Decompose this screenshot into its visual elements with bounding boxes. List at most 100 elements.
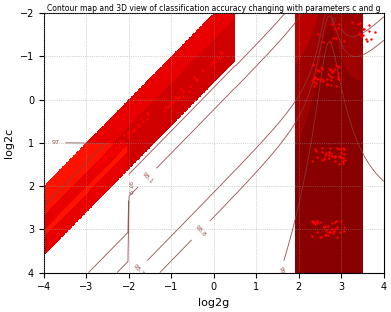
- Point: [211, 60, 217, 65]
- Point: [336, 21, 342, 26]
- Point: [330, 36, 336, 41]
- Point: [318, 157, 325, 162]
- Point: [341, 151, 348, 156]
- Point: [334, 146, 340, 151]
- Point: [332, 154, 338, 159]
- Point: [176, 95, 182, 100]
- Point: [312, 219, 318, 224]
- Text: 98.1: 98.1: [141, 171, 154, 184]
- Point: [366, 29, 372, 34]
- Point: [310, 219, 316, 224]
- Point: [103, 153, 109, 158]
- Point: [361, 27, 367, 32]
- Point: [95, 160, 101, 165]
- Point: [311, 76, 317, 80]
- Point: [108, 153, 114, 158]
- Point: [311, 80, 317, 85]
- Point: [357, 21, 363, 26]
- Point: [311, 83, 317, 88]
- Point: [336, 162, 342, 167]
- Point: [323, 150, 329, 155]
- Point: [335, 75, 341, 80]
- Point: [310, 63, 316, 68]
- Point: [335, 26, 341, 31]
- Point: [327, 145, 334, 150]
- Point: [178, 86, 185, 91]
- Point: [333, 219, 339, 224]
- Point: [332, 220, 339, 225]
- Point: [319, 78, 325, 83]
- Point: [324, 82, 330, 87]
- Point: [117, 139, 123, 144]
- Point: [328, 83, 334, 88]
- Title: Contour map and 3D view of classification accuracy changing with parameters c an: Contour map and 3D view of classificatio…: [47, 4, 380, 13]
- Point: [328, 74, 335, 79]
- Point: [314, 221, 320, 226]
- Point: [317, 234, 323, 239]
- Point: [116, 143, 122, 148]
- Point: [309, 219, 316, 224]
- Point: [193, 77, 199, 82]
- Point: [337, 154, 344, 159]
- Point: [97, 159, 103, 164]
- Point: [348, 20, 355, 25]
- Point: [317, 219, 323, 224]
- Point: [125, 129, 131, 134]
- Point: [312, 81, 319, 86]
- Point: [172, 95, 178, 100]
- Point: [340, 145, 346, 150]
- Point: [327, 73, 334, 78]
- Point: [102, 159, 108, 164]
- Point: [333, 84, 339, 89]
- Point: [341, 38, 347, 43]
- Text: 98.8: 98.8: [194, 224, 207, 237]
- Point: [219, 50, 225, 55]
- Point: [109, 150, 115, 155]
- Point: [108, 149, 114, 154]
- Point: [125, 129, 131, 134]
- Point: [355, 21, 362, 26]
- Point: [340, 160, 346, 165]
- Point: [335, 73, 341, 78]
- Point: [325, 152, 332, 157]
- Point: [314, 77, 320, 82]
- Text: 97.9: 97.9: [126, 180, 131, 195]
- Point: [315, 67, 321, 72]
- Point: [194, 77, 200, 82]
- Point: [316, 68, 322, 73]
- Point: [312, 222, 319, 227]
- Point: [338, 146, 344, 151]
- Point: [329, 70, 335, 75]
- Point: [145, 111, 152, 116]
- Point: [339, 156, 346, 161]
- Point: [310, 220, 316, 225]
- Point: [327, 229, 334, 234]
- Point: [325, 71, 331, 76]
- Point: [125, 134, 131, 139]
- Point: [103, 156, 109, 161]
- Point: [319, 77, 325, 82]
- Point: [217, 50, 223, 55]
- Point: [313, 149, 319, 154]
- Point: [336, 76, 343, 81]
- Point: [321, 225, 327, 230]
- Point: [322, 233, 328, 238]
- Point: [191, 74, 197, 79]
- Point: [331, 228, 337, 233]
- Text: 98.7: 98.7: [132, 263, 145, 277]
- Point: [334, 225, 340, 230]
- Point: [140, 118, 146, 123]
- Point: [360, 33, 366, 38]
- Point: [314, 219, 321, 224]
- Point: [108, 150, 115, 155]
- Text: 97: 97: [51, 140, 59, 145]
- Point: [332, 227, 338, 232]
- Point: [332, 159, 338, 164]
- Point: [161, 109, 168, 114]
- Point: [329, 154, 335, 159]
- Point: [363, 37, 369, 41]
- Point: [112, 148, 118, 153]
- Point: [371, 29, 378, 34]
- Point: [325, 82, 331, 87]
- Point: [329, 226, 335, 231]
